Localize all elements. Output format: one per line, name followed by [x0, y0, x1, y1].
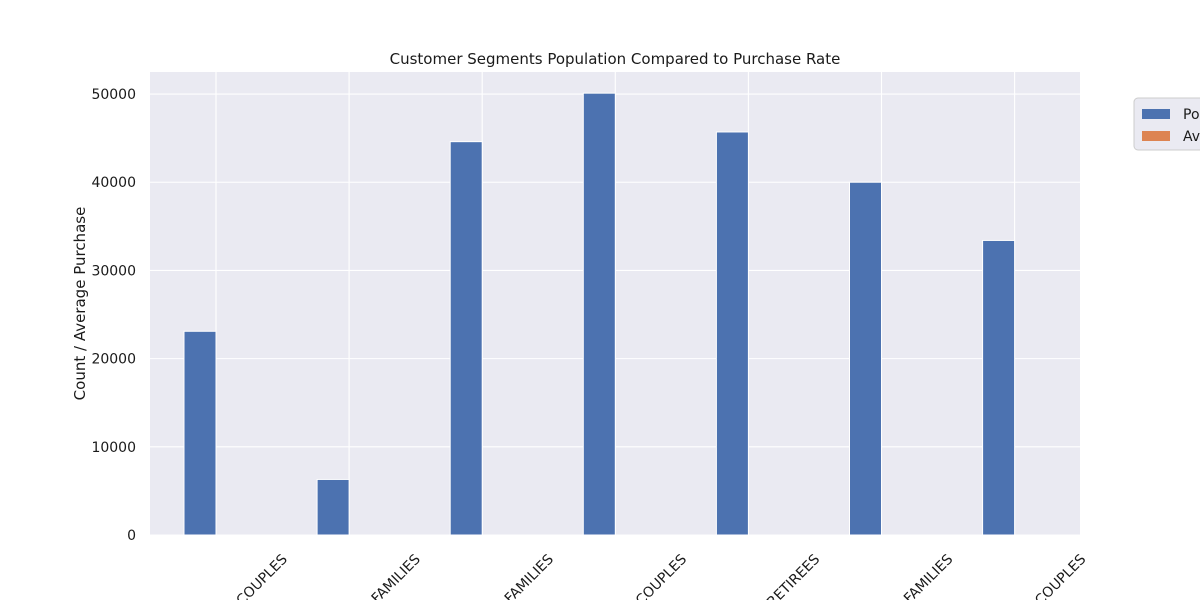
- y-tick-label: 20000: [91, 352, 136, 368]
- y-tick-label: 40000: [91, 175, 136, 191]
- y-tick-label: 10000: [91, 440, 136, 456]
- x-tick-label: FAMILIES: [369, 551, 424, 600]
- y-axis-label: Count / Average Purchase: [71, 207, 89, 401]
- bar-series-1: [183, 330, 217, 536]
- x-tick-label: FAMILIES: [901, 551, 956, 600]
- legend-label: Av: [1183, 129, 1200, 145]
- x-tick-label: COUPLES: [234, 551, 291, 600]
- bars: [183, 92, 1016, 536]
- bar-series-1: [982, 239, 1016, 536]
- legend: Po Av: [1133, 97, 1200, 151]
- x-tick-label: COUPLES: [633, 551, 690, 600]
- bar-series-1: [715, 131, 749, 536]
- x-tick-label: FAMILIES: [502, 551, 557, 600]
- legend-label: Po: [1183, 107, 1200, 123]
- x-tick-label: COUPLES: [1032, 551, 1089, 600]
- bar-series-1: [849, 181, 882, 536]
- bar-series-1: [449, 141, 483, 536]
- x-tick-label: RETIREES: [764, 551, 823, 600]
- chart-title: Customer Segments Population Compared to…: [390, 50, 841, 68]
- y-axis-ticks: 0 10000 20000 30000 40000 50000: [91, 87, 136, 544]
- bar-series-1: [316, 478, 350, 536]
- legend-swatch: [1142, 131, 1170, 141]
- bar-series-1: [582, 92, 616, 536]
- x-axis-ticks: COUPLES FAMILIES FAMILIES COUPLES RETIREES FA…: [234, 551, 1090, 600]
- y-tick-label: 0: [127, 528, 136, 544]
- legend-swatch: [1142, 109, 1170, 119]
- y-tick-label: 30000: [91, 263, 136, 279]
- y-tick-label: 50000: [91, 87, 136, 103]
